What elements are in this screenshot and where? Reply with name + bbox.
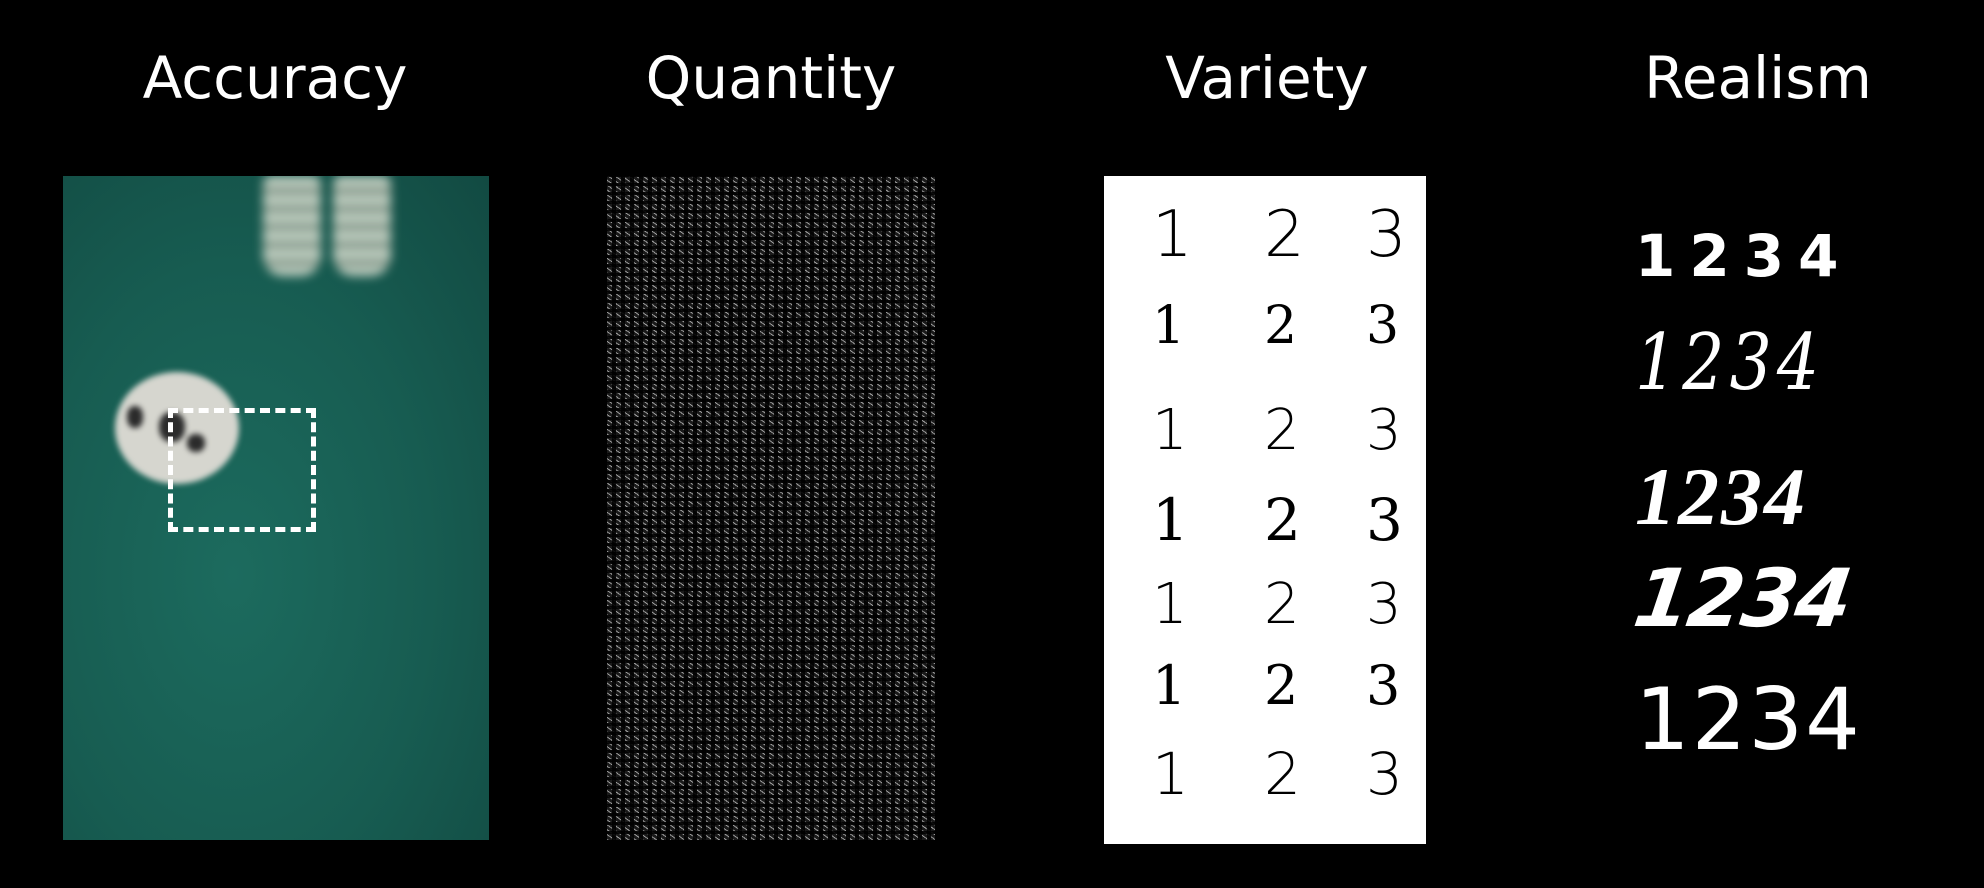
variety-digit: 3 xyxy=(1366,572,1402,637)
realism-row: 1234 xyxy=(1635,451,1807,542)
variety-digit: 3 xyxy=(1366,654,1401,717)
heading-variety: Variety xyxy=(1165,44,1369,112)
variety-row: 1 2 3 xyxy=(1104,654,1426,724)
heading-accuracy: Accuracy xyxy=(142,44,408,112)
variety-digit: 3 xyxy=(1366,398,1402,463)
realism-row: 1234 xyxy=(1628,552,1857,645)
digit-grid-image xyxy=(607,176,935,840)
variety-digit: 3 xyxy=(1366,296,1400,356)
variety-digit: 2 xyxy=(1264,740,1301,808)
variety-digit: 2 xyxy=(1264,296,1298,356)
variety-digit: 2 xyxy=(1264,486,1301,554)
variety-digit: 3 xyxy=(1366,740,1403,808)
variety-digit: 1 xyxy=(1152,740,1189,808)
soccer-ball xyxy=(115,372,239,484)
variety-digit: 1 xyxy=(1152,486,1189,554)
heading-quantity: Quantity xyxy=(645,44,897,112)
variety-digit: 2 xyxy=(1264,654,1299,717)
variety-digit: 1 xyxy=(1152,654,1187,717)
variety-row: 1 2 3 xyxy=(1104,398,1426,468)
variety-row: 1 2 3 xyxy=(1104,572,1426,642)
realism-row: 1234 xyxy=(1635,318,1825,408)
accuracy-image xyxy=(63,176,489,840)
variety-digit: 2 xyxy=(1264,198,1305,272)
variety-digit: 2 xyxy=(1264,398,1300,463)
variety-row: 1 2 3 xyxy=(1104,296,1426,366)
variety-digit: 1 xyxy=(1152,296,1186,356)
robot-foot-right xyxy=(333,176,391,276)
variety-digit: 2 xyxy=(1264,572,1300,637)
heading-realism: Realism xyxy=(1644,44,1872,112)
dashed-selection-box xyxy=(168,408,316,532)
variety-digit: 1 xyxy=(1152,398,1188,463)
variety-digit: 3 xyxy=(1366,198,1407,272)
variety-digit: 1 xyxy=(1152,198,1193,272)
realism-row: 1234 xyxy=(1635,670,1862,770)
robot-foot-left xyxy=(263,176,321,276)
realism-row: 1234 xyxy=(1635,222,1853,290)
variety-digit: 3 xyxy=(1366,486,1403,554)
variety-digit: 1 xyxy=(1152,572,1188,637)
